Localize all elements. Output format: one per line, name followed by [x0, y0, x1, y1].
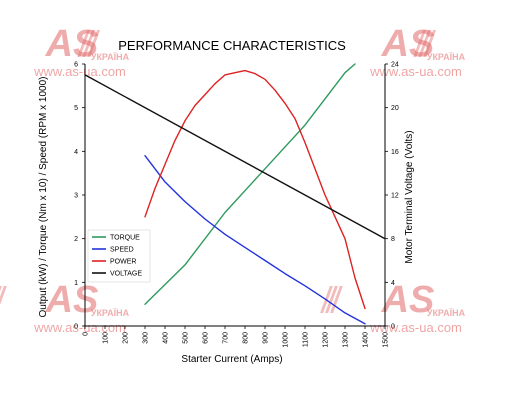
watermark-country: УКРАЇНА — [427, 308, 466, 318]
watermark-url: www.as-ua.com — [33, 320, 126, 335]
y-left-tick-label: 4 — [74, 149, 78, 156]
watermark-stripe — [418, 30, 432, 57]
x-tick-label: 500 — [183, 332, 190, 344]
watermark-url: www.as-ua.com — [33, 64, 126, 79]
legend: TORQUE SPEED POWER VOLTAGE — [87, 229, 151, 283]
series-line-power — [144, 69, 366, 310]
x-tick-label: 1300 — [343, 332, 350, 348]
y-left-tick-label: 1 — [74, 280, 78, 287]
legend-label-power: POWER — [110, 259, 136, 266]
y-left-tick-label: 2 — [74, 236, 78, 243]
y-left-tick-label: 5 — [74, 105, 78, 112]
x-axis-label: Starter Current (Amps) — [181, 354, 282, 365]
y-axis-right-label: Motor Terminal Voltage (Volts) — [404, 130, 415, 263]
watermark-as-logo: AS — [381, 279, 435, 321]
watermark-as-logo: AS — [45, 279, 99, 321]
watermark-as-logo: AS — [381, 23, 435, 65]
y-left-tick-label: 6 — [74, 62, 78, 69]
x-tick-label: 0 — [83, 332, 90, 336]
legend-label-torque: TORQUE — [110, 235, 140, 242]
x-tick-label: 900 — [263, 332, 270, 344]
legend-label-voltage: VOLTAGE — [110, 271, 142, 278]
series-line-speed — [144, 154, 366, 325]
y-right-tick-label: 0 — [391, 324, 395, 331]
watermark-stripe — [0, 286, 7, 313]
x-tick-label: 800 — [243, 332, 250, 344]
y-axis-left-label: Output (kW) / Torque (Nm x 10) / Speed (… — [38, 76, 49, 317]
y-right-tick-label: 20 — [391, 105, 399, 112]
y-left-tick-label: 3 — [74, 193, 78, 200]
watermark-country: УКРАЇНА — [91, 52, 130, 62]
watermark-as-logo: AS — [45, 23, 99, 65]
watermark-stripe — [413, 30, 427, 57]
watermark-url: www.as-ua.com — [369, 64, 462, 79]
x-tick-label: 1100 — [303, 332, 310, 347]
plot-area: 0 100 200 300 400 500 600 700 800 900 1000 1100 1200… — [74, 62, 399, 348]
x-tick-label: 100 — [103, 332, 110, 344]
y-left-tick-label: 0 — [74, 324, 78, 331]
x-tick-label: 1200 — [323, 332, 330, 348]
watermark-url: www.as-ua.com — [369, 320, 462, 335]
y-right-tick-label: 8 — [391, 236, 395, 243]
watermark-stripe — [82, 30, 96, 57]
y-right-tick-label: 24 — [391, 62, 399, 69]
x-tick-label: 700 — [223, 332, 230, 344]
x-tick-label: 1000 — [283, 332, 290, 348]
watermark-country: УКРАЇНА — [91, 308, 130, 318]
watermark-layer: ASУКРАЇНАwww.as-ua.comASУКРАЇНАwww.as-ua… — [0, 23, 466, 335]
x-tick-label: 1500 — [383, 332, 390, 348]
series-line-torque — [144, 63, 356, 305]
watermark-stripe — [423, 30, 437, 57]
y-right-tick-label: 16 — [391, 149, 399, 156]
x-tick-label: 1400 — [363, 332, 370, 348]
chart-title: PERFORMANCE CHARACTERISTICS — [118, 38, 346, 53]
watermark-country: УКРАЇНА — [427, 52, 466, 62]
watermark-stripe — [87, 30, 101, 57]
x-tick-label: 400 — [163, 332, 170, 344]
series-line-voltage — [84, 74, 386, 240]
watermark-stripe — [330, 286, 343, 313]
watermark-stripe — [77, 30, 91, 57]
y-right-tick-label: 12 — [391, 193, 399, 200]
legend-label-speed: SPEED — [110, 247, 134, 254]
x-tick-label: 600 — [203, 332, 210, 344]
watermark-stripe — [325, 286, 338, 313]
x-tick-label: 200 — [123, 332, 130, 344]
x-tick-label: 300 — [143, 332, 150, 344]
y-right-tick-label: 4 — [391, 280, 395, 287]
